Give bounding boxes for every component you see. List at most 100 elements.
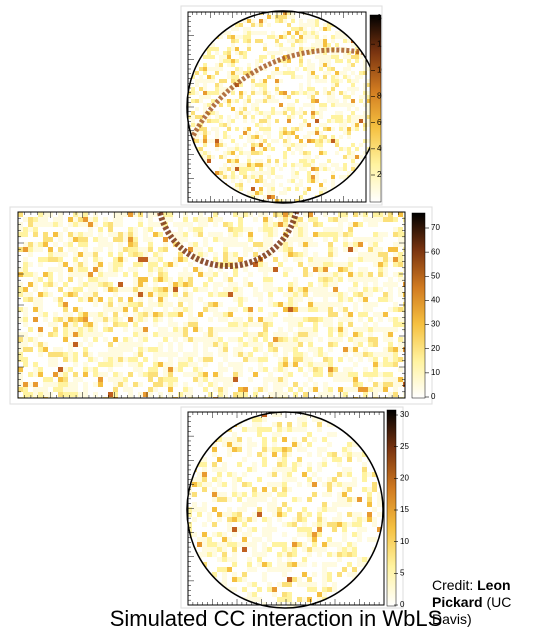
heatmap-cell	[293, 232, 298, 237]
heatmap-cell	[83, 332, 88, 337]
heatmap-cell	[258, 362, 263, 367]
heatmap-cell	[328, 392, 333, 397]
heatmap-cell	[257, 452, 262, 457]
heatmap-cell	[311, 175, 315, 179]
heatmap-cell	[273, 367, 278, 372]
heatmap-cell	[283, 222, 288, 227]
heatmap-cell	[267, 447, 272, 452]
heatmap-cell	[307, 442, 312, 447]
heatmap-cell	[173, 377, 178, 382]
heatmap-cell	[398, 382, 403, 387]
heatmap-cell	[347, 115, 351, 119]
heatmap-cell	[133, 292, 138, 297]
heatmap-cell	[23, 317, 28, 322]
heatmap-cell	[58, 392, 63, 397]
colorbar-tick-label: 30	[400, 410, 409, 419]
heatmap-cell	[367, 502, 372, 507]
heatmap-cell	[43, 237, 48, 242]
heatmap-cell	[263, 87, 267, 91]
heatmap-cell	[378, 387, 383, 392]
heatmap-cell	[253, 357, 258, 362]
heatmap-cell	[237, 507, 242, 512]
heatmap-cell	[278, 362, 283, 367]
heatmap-cell	[238, 217, 243, 222]
heatmap-cell	[123, 287, 128, 292]
heatmap-cell	[323, 63, 327, 67]
heatmap-cell	[148, 287, 153, 292]
heatmap-cell	[108, 222, 113, 227]
heatmap-cell	[207, 139, 211, 143]
heatmap-cell	[113, 392, 118, 397]
heatmap-cell	[247, 39, 251, 43]
heatmap-cell	[377, 512, 382, 517]
heatmap-cell	[308, 327, 313, 332]
heatmap-cell	[315, 39, 319, 43]
heatmap-cell	[217, 457, 222, 462]
heatmap-cell	[259, 143, 263, 147]
heatmap-cell	[178, 367, 183, 372]
heatmap-cell	[58, 212, 63, 217]
heatmap-cell	[128, 362, 133, 367]
heatmap-cell	[358, 292, 363, 297]
heatmap-cell	[178, 332, 183, 337]
heatmap-cell	[247, 63, 251, 67]
heatmap-cell	[317, 532, 322, 537]
heatmap-cell	[367, 497, 372, 502]
heatmap-cell	[247, 592, 252, 597]
heatmap-cell	[227, 557, 232, 562]
heatmap-cell	[118, 362, 123, 367]
heatmap-cell	[259, 159, 263, 163]
heatmap-cell	[243, 322, 248, 327]
heatmap-cell	[108, 317, 113, 322]
heatmap-cell	[343, 232, 348, 237]
heatmap-cell	[153, 287, 158, 292]
heatmap-cell	[163, 237, 168, 242]
heatmap-cell	[242, 532, 247, 537]
heatmap-cell	[202, 532, 207, 537]
heatmap-cell	[331, 135, 335, 139]
heatmap-cell	[253, 342, 258, 347]
heatmap-cell	[335, 167, 339, 171]
heatmap-cell	[33, 272, 38, 277]
heatmap-cell	[208, 267, 213, 272]
heatmap-cell	[28, 272, 33, 277]
heatmap-cell	[158, 382, 163, 387]
heatmap-cell	[83, 327, 88, 332]
heatmap-cell	[299, 195, 303, 199]
heatmap-cell	[388, 287, 393, 292]
heatmap-cell	[317, 592, 322, 597]
heatmap-cell	[327, 71, 331, 75]
heatmap-cell	[233, 322, 238, 327]
heatmap-cell	[333, 342, 338, 347]
heatmap-cell	[352, 512, 357, 517]
colorbar-tick-label: 30	[431, 320, 440, 329]
heatmap-cell	[292, 477, 297, 482]
heatmap-cell	[255, 91, 259, 95]
heatmap-cell	[282, 427, 287, 432]
heatmap-cell	[218, 367, 223, 372]
heatmap-cell	[293, 337, 298, 342]
heatmap-cell	[322, 437, 327, 442]
heatmap-cell	[283, 332, 288, 337]
heatmap-cell	[287, 422, 292, 427]
heatmap-cell	[272, 587, 277, 592]
heatmap-cell	[298, 257, 303, 262]
heatmap-cell	[331, 83, 335, 87]
heatmap-cell	[88, 217, 93, 222]
heatmap-cell	[311, 131, 315, 135]
heatmap-cell	[243, 91, 247, 95]
heatmap-cell	[218, 342, 223, 347]
heatmap-cell	[302, 542, 307, 547]
heatmap-cell	[93, 287, 98, 292]
heatmap-cell	[288, 327, 293, 332]
heatmap-cell	[48, 322, 53, 327]
heatmap-cell	[308, 272, 313, 277]
heatmap-cell	[348, 232, 353, 237]
heatmap-cell	[227, 115, 231, 119]
heatmap-cell	[143, 237, 148, 242]
heatmap-cell	[263, 367, 268, 372]
heatmap-cell	[108, 282, 113, 287]
heatmap-cell	[88, 342, 93, 347]
heatmap-cell	[275, 159, 279, 163]
heatmap-cell	[319, 167, 323, 171]
